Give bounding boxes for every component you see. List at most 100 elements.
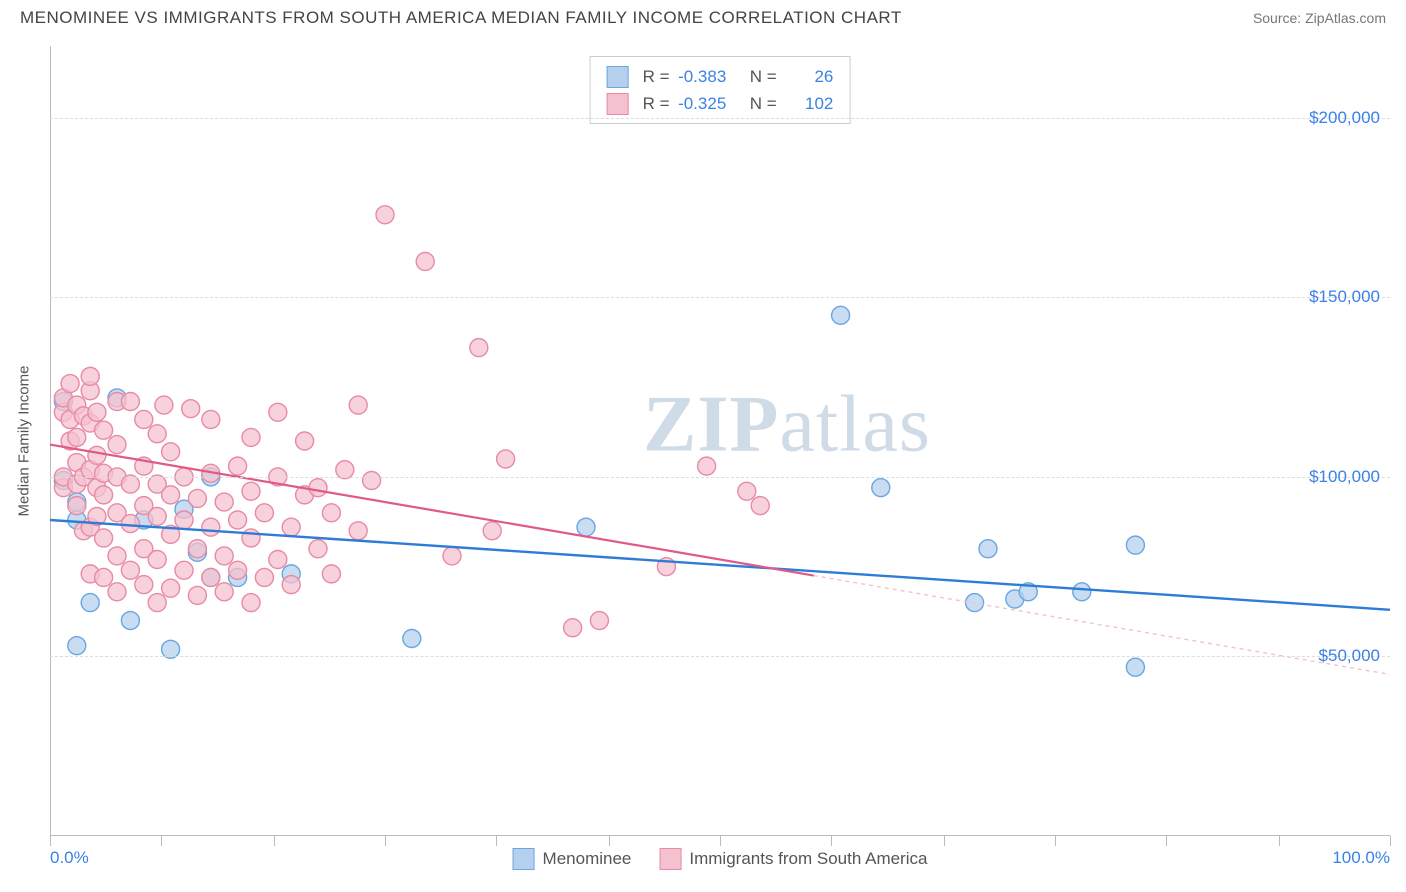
data-point xyxy=(215,493,233,511)
data-point xyxy=(577,518,595,536)
data-point xyxy=(81,367,99,385)
data-point xyxy=(416,252,434,270)
gridline xyxy=(50,656,1390,657)
legend-label: Immigrants from South America xyxy=(689,849,927,869)
data-point xyxy=(121,393,139,411)
legend-label: Menominee xyxy=(543,849,632,869)
legend-swatch xyxy=(513,848,535,870)
data-point xyxy=(376,206,394,224)
data-point xyxy=(108,436,126,454)
legend-swatch xyxy=(607,93,629,115)
y-axis-label: Median Family Income xyxy=(16,366,33,517)
x-tick xyxy=(944,836,945,846)
legend-r-label: R = -0.383 xyxy=(643,63,727,90)
x-tick xyxy=(50,836,51,846)
data-point xyxy=(88,446,106,464)
data-point xyxy=(108,547,126,565)
y-tick-label: $200,000 xyxy=(1309,108,1380,128)
data-point xyxy=(188,586,206,604)
data-point xyxy=(202,568,220,586)
correlation-chart: ZIPatlas Median Family Income R = -0.383… xyxy=(50,46,1390,836)
data-point xyxy=(162,579,180,597)
x-tick xyxy=(385,836,386,846)
y-tick-label: $100,000 xyxy=(1309,467,1380,487)
series-legend: Menominee Immigrants from South America xyxy=(513,848,928,870)
data-point xyxy=(135,576,153,594)
data-point xyxy=(872,479,890,497)
legend-n-label: N = 26 xyxy=(740,63,833,90)
x-max-label: 100.0% xyxy=(1332,848,1390,868)
data-point xyxy=(121,515,139,533)
data-point xyxy=(269,403,287,421)
data-point xyxy=(88,403,106,421)
data-point xyxy=(175,561,193,579)
data-point xyxy=(68,637,86,655)
data-point xyxy=(590,612,608,630)
x-tick xyxy=(609,836,610,846)
data-point xyxy=(296,432,314,450)
data-point xyxy=(61,375,79,393)
data-point xyxy=(229,511,247,529)
data-point xyxy=(148,551,166,569)
data-point xyxy=(309,540,327,558)
data-point xyxy=(282,576,300,594)
x-tick xyxy=(1279,836,1280,846)
data-point xyxy=(121,612,139,630)
x-min-label: 0.0% xyxy=(50,848,89,868)
x-tick xyxy=(1390,836,1391,846)
data-point xyxy=(349,522,367,540)
data-point xyxy=(162,486,180,504)
data-point xyxy=(470,339,488,357)
data-point xyxy=(483,522,501,540)
data-point xyxy=(121,561,139,579)
data-point xyxy=(255,504,273,522)
legend-item: Immigrants from South America xyxy=(659,848,927,870)
data-point xyxy=(95,486,113,504)
data-point xyxy=(68,428,86,446)
data-point xyxy=(349,396,367,414)
data-point xyxy=(403,630,421,648)
data-point xyxy=(255,568,273,586)
data-point xyxy=(1126,658,1144,676)
data-point xyxy=(322,504,340,522)
data-point xyxy=(215,547,233,565)
data-point xyxy=(1073,583,1091,601)
plot-svg xyxy=(50,46,1390,836)
y-tick-label: $150,000 xyxy=(1309,287,1380,307)
data-point xyxy=(148,507,166,525)
data-point xyxy=(363,472,381,490)
data-point xyxy=(215,583,233,601)
data-point xyxy=(148,425,166,443)
data-point xyxy=(188,540,206,558)
data-point xyxy=(242,482,260,500)
data-point xyxy=(269,551,287,569)
data-point xyxy=(229,561,247,579)
legend-n-label: N = 102 xyxy=(740,90,833,117)
chart-title: MENOMINEE VS IMMIGRANTS FROM SOUTH AMERI… xyxy=(20,8,902,28)
data-point xyxy=(1126,536,1144,554)
x-tick xyxy=(720,836,721,846)
y-tick-label: $50,000 xyxy=(1319,646,1380,666)
data-point xyxy=(242,594,260,612)
data-point xyxy=(108,583,126,601)
data-point xyxy=(242,428,260,446)
data-point xyxy=(155,396,173,414)
data-point xyxy=(202,518,220,536)
x-tick xyxy=(1166,836,1167,846)
data-point xyxy=(148,594,166,612)
data-point xyxy=(81,594,99,612)
x-tick xyxy=(274,836,275,846)
correlation-legend: R = -0.383 N = 26R = -0.325 N = 102 xyxy=(590,56,851,124)
x-tick xyxy=(161,836,162,846)
data-point xyxy=(68,497,86,515)
legend-swatch xyxy=(607,66,629,88)
data-point xyxy=(175,511,193,529)
data-point xyxy=(564,619,582,637)
legend-item: Menominee xyxy=(513,848,632,870)
data-point xyxy=(229,457,247,475)
x-tick xyxy=(1055,836,1056,846)
data-point xyxy=(95,529,113,547)
data-point xyxy=(738,482,756,500)
data-point xyxy=(497,450,515,468)
legend-row: R = -0.325 N = 102 xyxy=(607,90,834,117)
